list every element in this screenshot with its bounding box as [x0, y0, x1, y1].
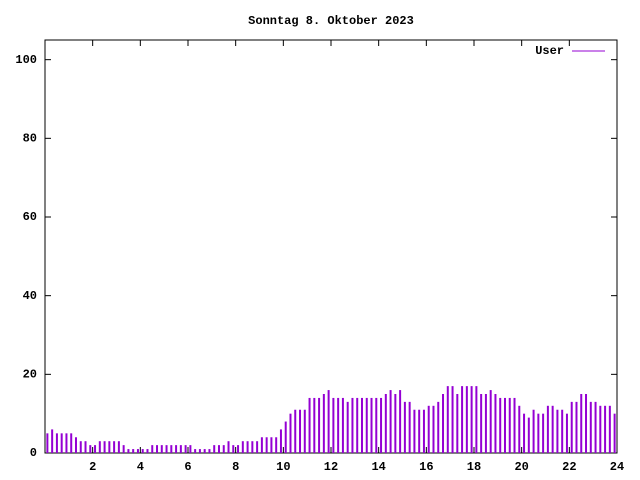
x-tick-label: 10	[276, 460, 290, 474]
y-tick-label: 40	[23, 289, 37, 303]
x-tick-label: 24	[610, 460, 624, 474]
legend-label: User	[535, 44, 564, 58]
x-tick-label: 14	[371, 460, 385, 474]
x-tick-label: 18	[467, 460, 481, 474]
x-tick-label: 22	[562, 460, 576, 474]
y-tick-label: 80	[23, 132, 37, 146]
x-tick-label: 12	[324, 460, 338, 474]
chart-title: Sonntag 8. Oktober 2023	[248, 14, 414, 28]
y-tick-label: 60	[23, 210, 37, 224]
x-tick-label: 8	[232, 460, 239, 474]
x-tick-label: 16	[419, 460, 433, 474]
x-tick-label: 6	[184, 460, 191, 474]
plot-border	[44, 39, 618, 454]
y-tick-label: 100	[15, 53, 37, 67]
x-tick-label: 4	[137, 460, 144, 474]
y-tick-label: 20	[23, 368, 37, 382]
x-tick-label: 2	[89, 460, 96, 474]
x-tick-label: 20	[514, 460, 528, 474]
y-tick-label: 0	[30, 446, 37, 460]
